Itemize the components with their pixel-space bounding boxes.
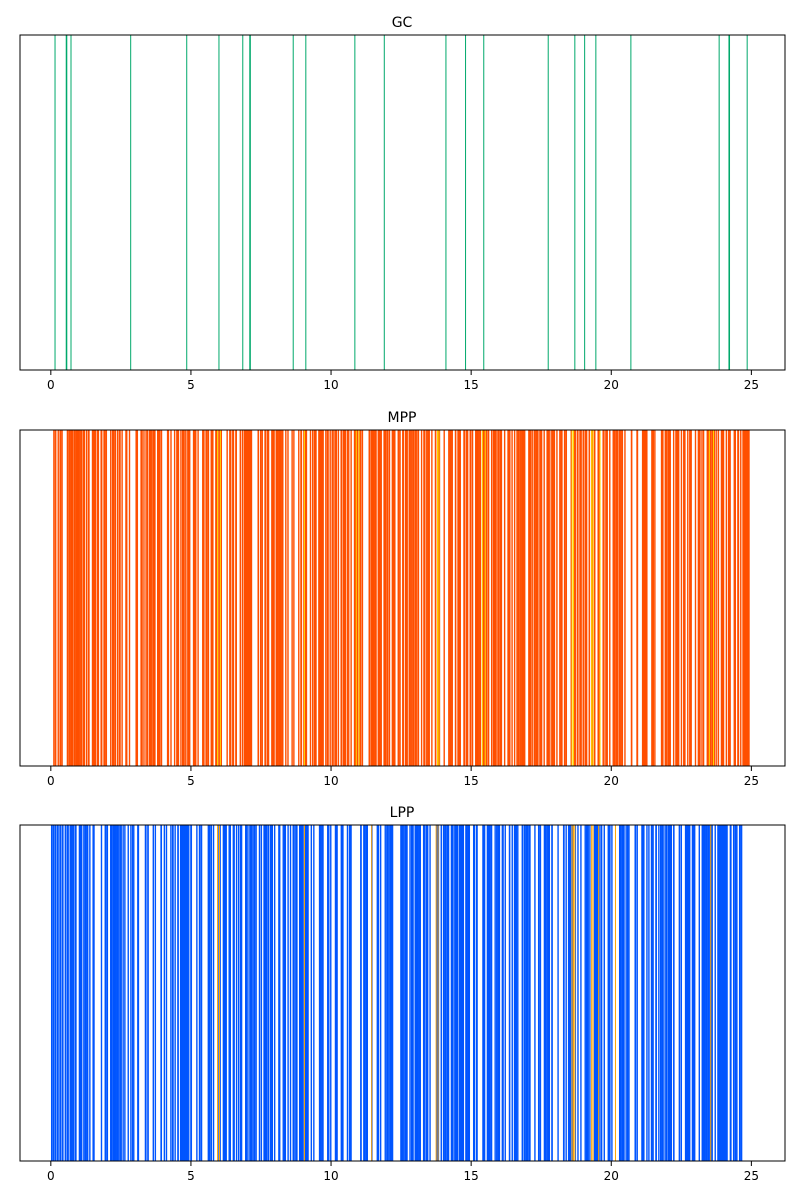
- x-tick-label-gc-1: 5: [187, 378, 195, 392]
- axes-border-lpp: [19, 824, 786, 1162]
- axes-frame-gc: [20, 35, 785, 370]
- axes-border-mpp: [19, 429, 786, 767]
- x-tick-label-mpp-4: 20: [604, 774, 619, 788]
- x-tick-label-mpp-3: 15: [464, 774, 479, 788]
- x-tick-label-lpp-4: 20: [604, 1169, 619, 1183]
- marks-lpp: [50, 825, 743, 1161]
- panel-title-gc: GC: [392, 15, 413, 31]
- panel-mpp: MPP 0 5 10 15 20 25: [19, 410, 786, 788]
- marks-mpp: [53, 430, 750, 766]
- x-tick-label-lpp-5: 25: [744, 1169, 759, 1183]
- xaxis-mpp: 0 5 10 15 20 25: [47, 766, 759, 788]
- panel-gc: GC 0 5 10 15 20 25: [19, 15, 786, 392]
- xaxis-lpp: 0 5 10 15 20 25: [47, 1161, 759, 1183]
- axes-border-gc: [19, 34, 786, 371]
- x-tick-label-gc-2: 10: [323, 378, 338, 392]
- x-tick-label-lpp-2: 10: [323, 1169, 338, 1183]
- x-tick-label-lpp-3: 15: [464, 1169, 479, 1183]
- panel-lpp: LPP 0 5 10 15 20 25: [19, 805, 786, 1183]
- x-tick-label-gc-0: 0: [47, 378, 55, 392]
- x-tick-label-gc-3: 15: [464, 378, 479, 392]
- x-tick-label-lpp-0: 0: [47, 1169, 55, 1183]
- x-tick-label-mpp-2: 10: [323, 774, 338, 788]
- marks-gc: [54, 35, 748, 370]
- x-tick-label-mpp-1: 5: [187, 774, 195, 788]
- panel-title-lpp: LPP: [390, 805, 415, 821]
- x-tick-label-mpp-5: 25: [744, 774, 759, 788]
- x-tick-label-gc-5: 25: [744, 378, 759, 392]
- x-tick-label-gc-4: 20: [604, 378, 619, 392]
- panel-title-mpp: MPP: [388, 410, 417, 426]
- xaxis-gc: 0 5 10 15 20 25: [47, 370, 759, 392]
- x-tick-label-mpp-0: 0: [47, 774, 55, 788]
- x-tick-label-lpp-1: 5: [187, 1169, 195, 1183]
